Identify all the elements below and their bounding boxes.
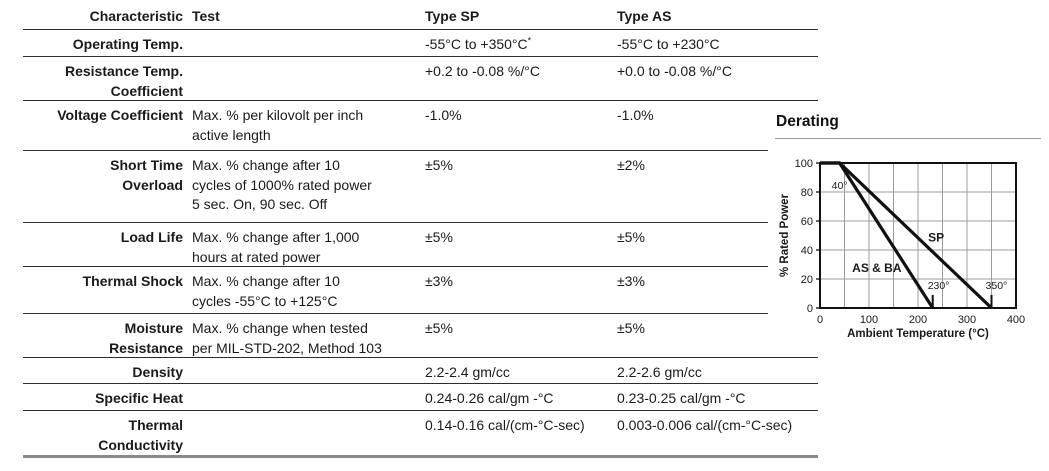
table-body: Operating Temp. -55°C to +350°C* -55°C to … <box>20 30 818 458</box>
characteristic-cell: Short Time Overload <box>110 157 183 193</box>
col-header-characteristic: Characteristic <box>89 8 183 24</box>
characteristic-cell: Thermal Conductivity <box>98 417 183 453</box>
y-tick-label: 20 <box>801 274 813 286</box>
table-row: Operating Temp. -55°C to +350°C* -55°C to … <box>20 30 818 57</box>
table-row: Short Time Overload Max. % change after 1… <box>20 151 818 223</box>
x-tick-label: 100 <box>860 314 878 326</box>
characteristic-cell: Thermal Shock <box>82 273 183 289</box>
test-cell: Max. % change after 10 cycles -55°C to +… <box>192 273 340 309</box>
y-axis-title: % Rated Power <box>779 193 791 277</box>
table-row: Moisture Resistance Max. % change when te… <box>20 314 818 358</box>
x-tick-label: 0 <box>817 314 823 326</box>
col-header-type-sp: Type SP <box>425 8 480 24</box>
x-axis-title: Ambient Temperature (°C) <box>847 328 989 340</box>
col-header-test: Test <box>192 8 220 24</box>
table-row: Specific Heat 0.24-0.26 cal/gm -°C 0.23-0.… <box>20 384 818 411</box>
type-sp-cell: 2.2-2.4 gm/cc <box>425 364 510 380</box>
type-as-cell: ±2% <box>617 157 645 173</box>
table-row: Load Life Max. % change after 1,000 hours… <box>20 223 818 267</box>
type-sp-cell: ±3% <box>425 273 453 289</box>
type-as-cell: 2.2-2.6 gm/cc <box>617 364 702 380</box>
characteristics-table: Characteristic Test Type SP Type AS Oper… <box>20 4 818 458</box>
type-as-cell: -1.0% <box>617 107 654 123</box>
y-tick-label: 60 <box>801 216 813 228</box>
y-tick-label: 100 <box>795 158 813 170</box>
derating-title: Derating <box>776 113 839 130</box>
chart-annotation: AS & BA <box>852 261 902 275</box>
y-tick-label: 0 <box>807 303 813 315</box>
chart-annotation: 350° <box>986 280 1008 292</box>
x-tick-label: 400 <box>1007 314 1025 326</box>
test-cell: Max. % change when tested per MIL-STD-20… <box>192 320 382 356</box>
table-row: Thermal Conductivity 0.14-0.16 cal/(cm-°C… <box>20 411 818 458</box>
characteristic-cell: Moisture Resistance <box>109 320 183 356</box>
table-row: Thermal Shock Max. % change after 10 cycl… <box>20 267 818 314</box>
type-as-cell: 0.003-0.006 cal/(cm-°C-sec) <box>617 417 793 433</box>
y-tick-label: 80 <box>801 187 813 199</box>
characteristic-cell: Voltage Coefficient <box>57 107 183 123</box>
y-tick-label: 40 <box>801 245 813 257</box>
test-cell: Max. % change after 10 cycles of 1000% r… <box>192 157 372 212</box>
type-sp-cell: -1.0% <box>425 107 462 123</box>
type-sp-cell: ±5% <box>425 229 453 245</box>
type-sp-cell: 0.14-0.16 cal/(cm-°C-sec) <box>425 417 585 433</box>
characteristic-cell: Specific Heat <box>95 390 183 406</box>
type-sp-cell: +0.2 to -0.08 %/°C <box>425 63 540 79</box>
test-cell: Max. % per kilovolt per inch active leng… <box>192 107 364 143</box>
characteristic-cell: Load Life <box>120 229 183 245</box>
series-line-as-ba <box>820 161 935 309</box>
type-as-cell: ±5% <box>617 320 645 336</box>
col-header-type-as: Type AS <box>617 8 672 24</box>
table-row: Voltage Coefficient Max. % per kilovolt p… <box>20 101 818 151</box>
x-tick-label: 200 <box>909 314 927 326</box>
characteristic-cell: Operating Temp. <box>72 36 183 52</box>
chart-annotation: SP <box>928 230 944 244</box>
chart-annotation: 40° <box>832 180 848 192</box>
plot-border <box>819 162 1017 309</box>
type-sp-cell: 0.24-0.26 cal/gm -°C <box>425 390 554 406</box>
type-as-cell: +0.0 to -0.08 %/°C <box>617 63 732 79</box>
type-sp-cell: ±5% <box>425 320 453 336</box>
type-as-cell: ±3% <box>617 273 645 289</box>
type-as-cell: -55°C to +230°C <box>617 36 720 52</box>
table-header-row: Characteristic Test Type SP Type AS <box>20 4 818 30</box>
table-row: Density 2.2-2.4 gm/cc 2.2-2.6 gm/cc <box>20 358 818 384</box>
derating-underline <box>775 138 1041 139</box>
type-as-cell: ±5% <box>617 229 645 245</box>
characteristic-cell: Resistance Temp. Coefficient <box>64 63 183 99</box>
type-as-cell: 0.23-0.25 cal/gm -°C <box>617 390 746 406</box>
type-sp-cell: -55°C to +350°C* <box>425 35 532 52</box>
x-tick-label: 300 <box>958 314 976 326</box>
type-sp-cell: ±5% <box>425 157 453 173</box>
test-cell: Max. % change after 1,000 hours at rated… <box>192 229 360 265</box>
derating-chart: 0 20 40 60 80 100 0 100 200 300 400 40° SP AS & BA 230… <box>779 158 1025 340</box>
chart-annotation: 230° <box>928 280 950 292</box>
characteristic-cell: Density <box>132 364 183 380</box>
table-row: Resistance Temp. Coefficient +0.2 to -0.0… <box>20 57 818 101</box>
